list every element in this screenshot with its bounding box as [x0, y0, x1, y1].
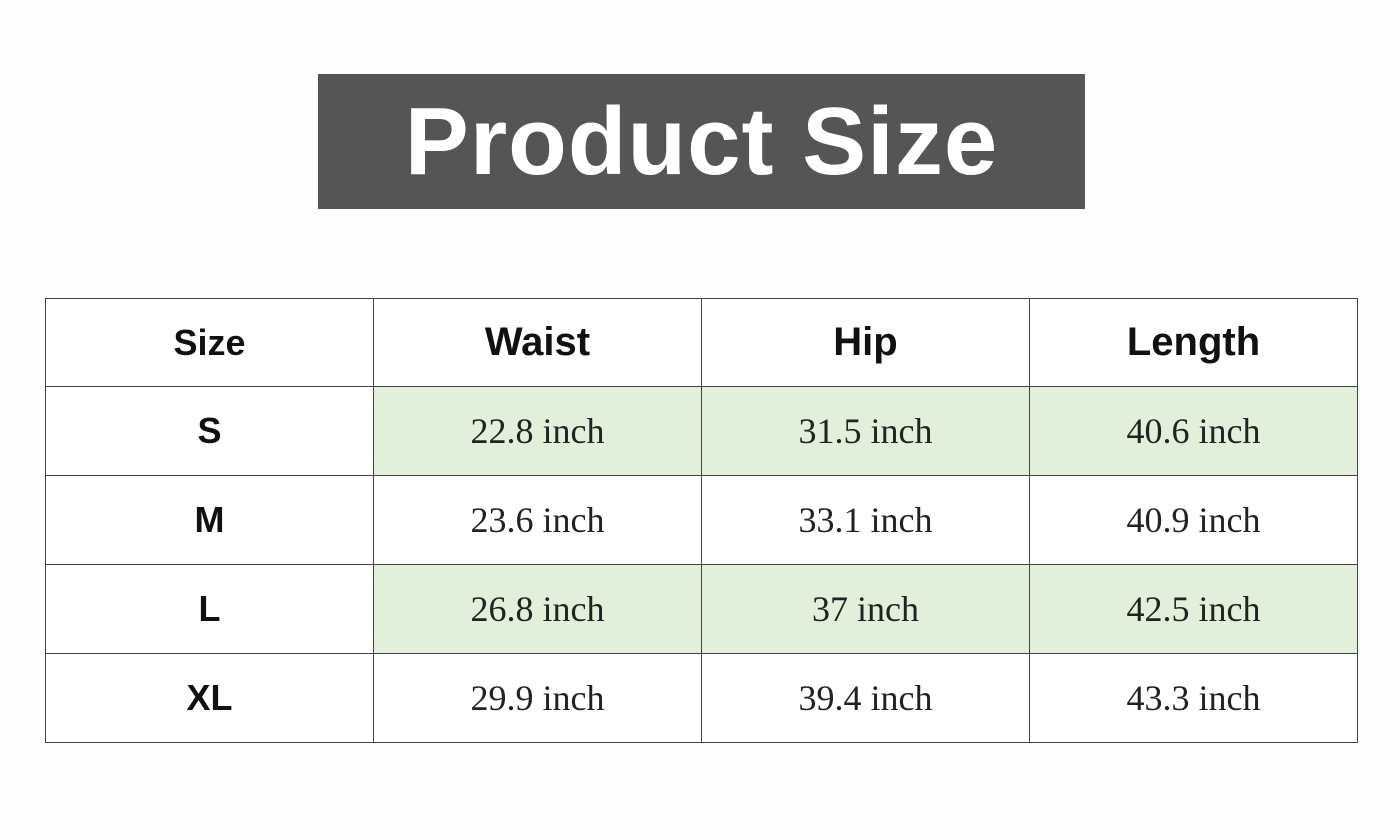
size-cell: L	[45, 564, 374, 654]
waist-cell: 23.6 inch	[373, 475, 702, 565]
length-cell: 40.6 inch	[1029, 386, 1358, 476]
size-cell: M	[45, 475, 374, 565]
page-title: Product Size	[404, 87, 999, 195]
table-row: L 26.8 inch 37 inch 42.5 inch	[45, 564, 1358, 654]
hip-cell: 39.4 inch	[701, 653, 1030, 743]
hip-cell: 33.1 inch	[701, 475, 1030, 565]
header-size: Size	[45, 298, 374, 387]
waist-cell: 22.8 inch	[373, 386, 702, 476]
waist-cell: 26.8 inch	[373, 564, 702, 654]
waist-cell: 29.9 inch	[373, 653, 702, 743]
table-row: M 23.6 inch 33.1 inch 40.9 inch	[45, 475, 1358, 565]
size-table: Size Waist Hip Length S 22.8 inch 31.5 i…	[45, 298, 1358, 743]
table-header-row: Size Waist Hip Length	[45, 298, 1358, 387]
table-row: XL 29.9 inch 39.4 inch 43.3 inch	[45, 653, 1358, 743]
hip-cell: 37 inch	[701, 564, 1030, 654]
table-row: S 22.8 inch 31.5 inch 40.6 inch	[45, 386, 1358, 476]
header-hip: Hip	[701, 298, 1030, 387]
title-banner: Product Size	[318, 74, 1085, 209]
size-cell: S	[45, 386, 374, 476]
length-cell: 43.3 inch	[1029, 653, 1358, 743]
length-cell: 42.5 inch	[1029, 564, 1358, 654]
size-cell: XL	[45, 653, 374, 743]
hip-cell: 31.5 inch	[701, 386, 1030, 476]
length-cell: 40.9 inch	[1029, 475, 1358, 565]
header-waist: Waist	[373, 298, 702, 387]
header-length: Length	[1029, 298, 1358, 387]
